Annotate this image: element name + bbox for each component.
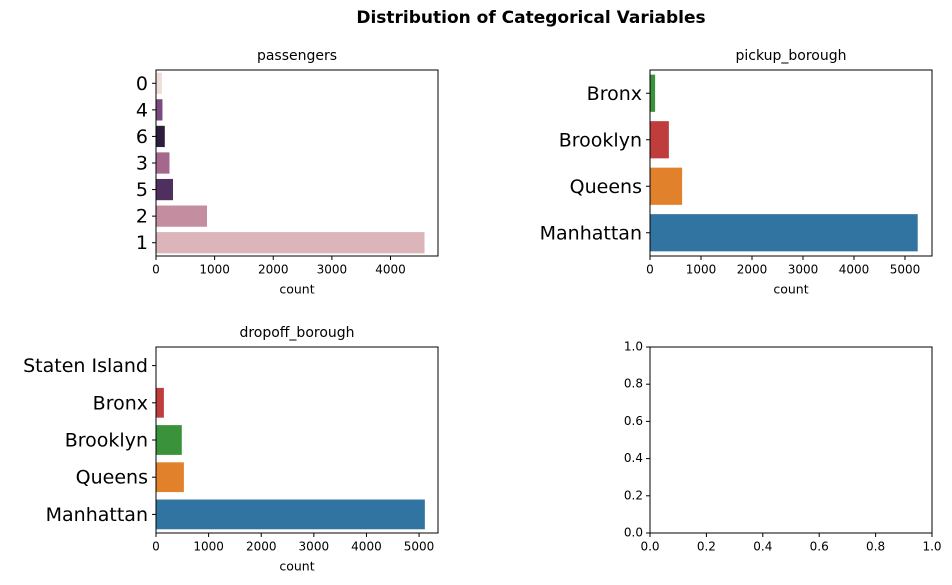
x-tick-label: 0 [152,263,160,277]
x-axis-label: count [279,282,314,297]
y-tick-label: 0.6 [624,414,643,428]
bar [156,232,425,254]
bar [156,152,170,174]
bar [156,462,184,493]
x-tick-label: 3000 [299,540,330,554]
bar [156,205,208,227]
category-label: Queens [76,467,148,489]
y-tick-label: 0.4 [624,451,643,465]
bar [156,125,165,148]
x-tick-label: 0.0 [640,540,659,554]
bar [156,499,425,530]
x-axis-label: count [773,282,808,297]
subplot-title: pickup_borough [735,48,846,64]
category-label: Manhattan [540,222,642,244]
category-label: Brooklyn [559,129,642,151]
x-tick-label: 0.2 [697,540,716,554]
x-tick-label: 4000 [351,540,382,554]
category-label: Queens [570,176,642,198]
bar [156,387,164,418]
subplot-title: dropoff_borough [239,325,354,341]
x-tick-label: 1000 [193,540,224,554]
category-label: Brooklyn [65,430,148,452]
category-label: Staten Island [23,355,148,377]
x-tick-label: 0.8 [866,540,885,554]
category-label: 2 [136,206,148,228]
x-tick-label: 2000 [246,540,277,554]
x-tick-label: 1000 [199,263,230,277]
category-label: 3 [136,153,148,175]
x-tick-label: 5000 [404,540,435,554]
x-tick-label: 1.0 [922,540,941,554]
y-tick-label: 0.8 [624,377,643,391]
axes-frame [155,346,439,534]
category-label: Manhattan [46,504,148,526]
x-tick-label: 3000 [788,263,819,277]
axes-frame [649,346,933,534]
x-tick-label: 1000 [686,263,717,277]
axes-frame [155,69,439,257]
x-tick-label: 4000 [375,263,406,277]
bar [156,425,182,455]
category-label: 6 [136,126,148,148]
x-tick-label: 2000 [258,263,289,277]
x-tick-label: 0.6 [810,540,829,554]
bar [650,121,669,159]
bar [650,167,683,205]
x-tick-label: 2000 [737,263,768,277]
bar [156,99,163,121]
category-label: 5 [136,179,148,201]
category-label: Bronx [587,83,642,105]
category-label: 1 [136,232,148,254]
x-tick-label: 0.4 [753,540,772,554]
category-label: Bronx [93,392,148,414]
bar [156,178,174,201]
x-tick-label: 3000 [317,263,348,277]
x-tick-label: 0 [152,540,160,554]
bar [650,74,656,112]
x-axis-label: count [279,559,314,574]
figure-title: Distribution of Categorical Variables [356,8,705,28]
y-tick-label: 0.2 [624,488,643,502]
x-tick-label: 4000 [839,263,870,277]
subplot-title: passengers [257,48,337,64]
category-label: 4 [136,99,148,121]
y-tick-label: 0.0 [624,526,643,540]
y-tick-label: 1.0 [624,340,643,354]
category-label: 0 [136,73,148,95]
x-tick-label: 5000 [890,263,921,277]
axes-frame [649,69,933,257]
bar [650,214,918,252]
x-tick-label: 0 [646,263,654,277]
bar [156,72,162,94]
